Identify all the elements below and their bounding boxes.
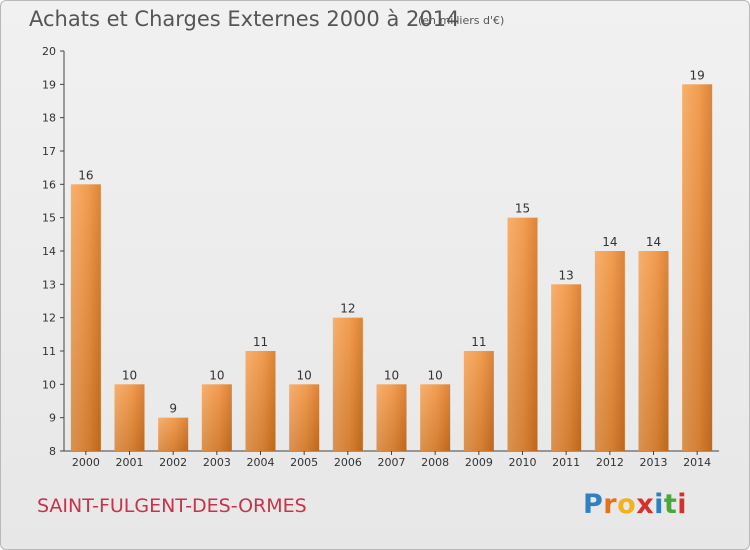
bar-shade xyxy=(551,284,582,451)
y-tick-label: 8 xyxy=(49,445,56,458)
bar-shade xyxy=(463,351,494,451)
bar-value-label: 11 xyxy=(253,335,268,349)
x-tick-label: 2004 xyxy=(247,456,275,469)
bar-value-label: 12 xyxy=(340,302,355,316)
bar-value-label: 14 xyxy=(602,235,617,249)
y-tick-label: 17 xyxy=(42,145,56,158)
x-tick-label: 2007 xyxy=(378,456,406,469)
bar-value-label: 11 xyxy=(471,335,486,349)
bar-value-label: 9 xyxy=(169,402,177,416)
y-tick-label: 16 xyxy=(42,178,56,191)
axes: 8 9 10 11 12 13 14 15 16 17 18 19 20 xyxy=(42,45,719,458)
bar-shade xyxy=(332,317,363,451)
bar-value-label: 14 xyxy=(646,235,661,249)
y-tick-label: 19 xyxy=(42,78,56,91)
x-tick-label: 2005 xyxy=(290,456,318,469)
x-tick-label: 2013 xyxy=(640,456,668,469)
logo-letter: i xyxy=(677,489,688,520)
bar-value-label: 16 xyxy=(78,168,93,182)
x-tick-label: 2009 xyxy=(465,456,493,469)
bar-shade xyxy=(638,251,669,451)
y-tick-label: 10 xyxy=(42,378,56,391)
logo-letter: t xyxy=(663,489,678,520)
bar-shade xyxy=(245,351,276,451)
bar-shade xyxy=(114,384,145,451)
bar-value-label: 10 xyxy=(297,368,312,382)
bar-value-label: 15 xyxy=(515,202,530,216)
bar-shade xyxy=(507,217,538,451)
x-tick-label: 2006 xyxy=(334,456,362,469)
x-tick-label: 2001 xyxy=(116,456,144,469)
x-tick-label: 2002 xyxy=(159,456,187,469)
x-tick-label: 2008 xyxy=(421,456,449,469)
labels: 16 2000 10 2001 9 2002 10 2003 11 2004 10 2005 12 200… xyxy=(72,68,711,469)
commune-name: SAINT-FULGENT-DES-ORMES xyxy=(37,495,307,517)
bar-value-label: 10 xyxy=(428,368,443,382)
bar-value-label: 10 xyxy=(122,368,137,382)
bar-shade xyxy=(682,84,713,451)
bar-shade xyxy=(376,384,407,451)
bar-value-label: 19 xyxy=(690,68,705,82)
y-tick-label: 12 xyxy=(42,312,56,325)
x-tick-label: 2011 xyxy=(552,456,580,469)
bar-shade xyxy=(594,251,625,451)
chart-title: Achats et Charges Externes 2000 à 2014 xyxy=(29,7,460,31)
bar-shade xyxy=(158,417,189,451)
logo-letter: P xyxy=(583,489,604,520)
chart-unit-subtitle: (en milliers d'€) xyxy=(418,14,505,27)
logo-letter: r xyxy=(603,489,618,520)
x-tick-label: 2010 xyxy=(509,456,537,469)
logo-letter: i xyxy=(654,489,664,520)
bar-shade xyxy=(70,184,101,452)
y-tick-label: 9 xyxy=(49,412,56,425)
bar-value-label: 10 xyxy=(209,368,224,382)
y-tick-label: 20 xyxy=(42,45,56,58)
y-tick-label: 18 xyxy=(42,112,56,125)
bar-value-label: 10 xyxy=(384,368,399,382)
logo-letter: o xyxy=(617,489,637,520)
x-tick-label: 2003 xyxy=(203,456,231,469)
bar-shade xyxy=(420,384,451,451)
y-tick-label: 15 xyxy=(42,212,56,225)
proxiti-logo: Proxiti xyxy=(583,489,687,520)
x-tick-label: 2000 xyxy=(72,456,100,469)
x-tick-label: 2014 xyxy=(683,456,711,469)
y-tick-label: 13 xyxy=(42,278,56,291)
bar-shade xyxy=(201,384,232,451)
bar-value-label: 13 xyxy=(559,268,574,282)
y-tick-label: 14 xyxy=(42,245,56,258)
bar-shade xyxy=(289,384,320,451)
logo-letter: x xyxy=(636,489,655,520)
y-tick-label: 11 xyxy=(42,345,56,358)
x-tick-label: 2012 xyxy=(596,456,624,469)
bars xyxy=(70,84,713,452)
